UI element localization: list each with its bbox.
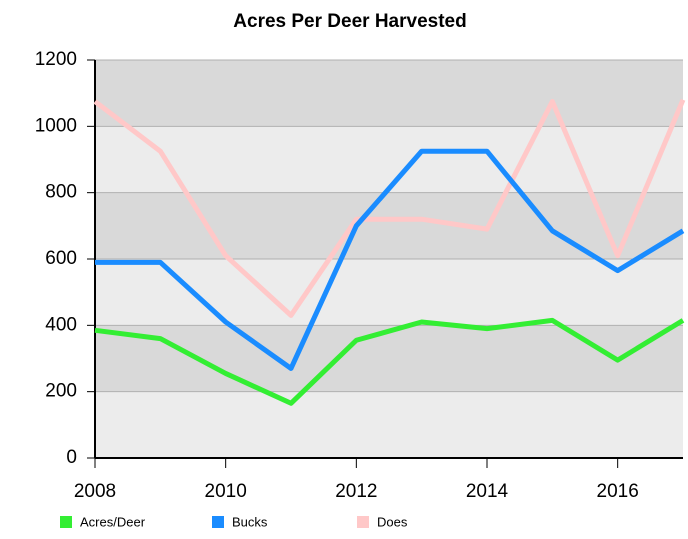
- legend-label: Does: [377, 514, 408, 529]
- legend-label: Acres/Deer: [80, 514, 146, 529]
- y-tick-label: 400: [45, 314, 77, 335]
- plot-band: [95, 259, 683, 326]
- y-tick-label: 600: [45, 248, 77, 269]
- chart-title: Acres Per Deer Harvested: [233, 11, 466, 32]
- x-tick-label: 2016: [597, 481, 639, 502]
- y-tick-label: 0: [66, 447, 77, 468]
- x-tick-label: 2014: [466, 481, 509, 502]
- plot-band: [95, 126, 683, 193]
- y-tick-label: 1000: [35, 115, 77, 136]
- x-tick-label: 2008: [74, 481, 116, 502]
- plot-band: [95, 325, 683, 392]
- legend-swatch: [357, 516, 369, 528]
- x-tick-label: 2010: [205, 481, 247, 502]
- series-line: [94, 317, 685, 406]
- legend-swatch: [212, 516, 224, 528]
- plot-band: [95, 60, 683, 127]
- y-tick-label: 200: [45, 381, 77, 402]
- y-tick-label: 800: [45, 182, 77, 203]
- legend-swatch: [60, 516, 72, 528]
- plot-band: [95, 391, 683, 458]
- legend-label: Bucks: [232, 514, 268, 529]
- series-line: [95, 148, 685, 371]
- series-line: [93, 98, 686, 318]
- y-tick-label: 1200: [35, 49, 77, 70]
- x-tick-label: 2012: [335, 481, 377, 502]
